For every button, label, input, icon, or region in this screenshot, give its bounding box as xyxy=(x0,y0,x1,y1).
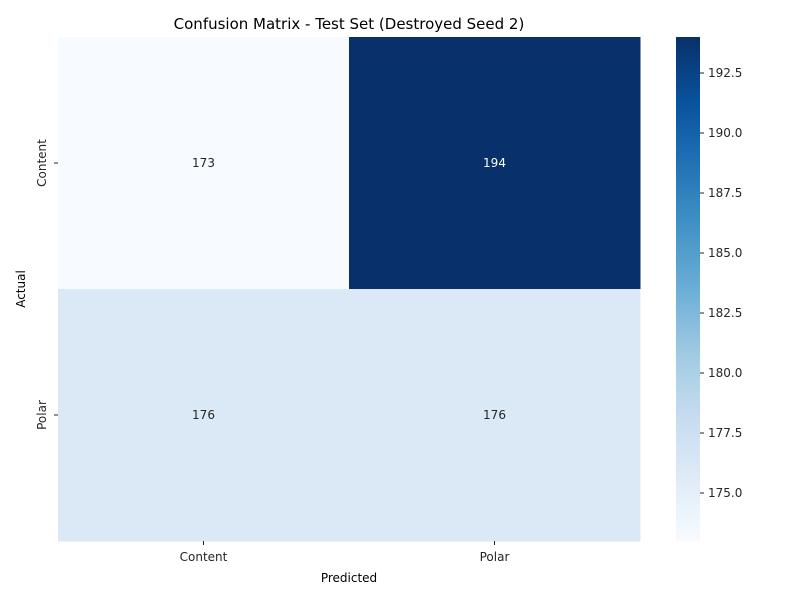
colorbar-tick-label: 182.5 xyxy=(708,306,742,320)
y-axis-label: Actual xyxy=(14,270,28,308)
colorbar-tick-label: 175.0 xyxy=(708,486,742,500)
chart-title: Confusion Matrix - Test Set (Destroyed S… xyxy=(174,15,525,33)
x-tick-label: Polar xyxy=(480,550,510,564)
heatmap-cell xyxy=(58,37,350,290)
heatmap-cell xyxy=(58,289,350,542)
y-tick-label: Polar xyxy=(35,400,49,430)
cell-value-label: 176 xyxy=(192,408,215,422)
cell-value-label: 173 xyxy=(192,156,215,170)
x-tick-label: Content xyxy=(180,550,228,564)
x-axis-ticks: Content Polar xyxy=(180,541,510,564)
colorbar-tick-label: 185.0 xyxy=(708,246,742,260)
colorbar: 175.0 177.5 180.0 182.5 185.0 187.5 190.0 192.5 xyxy=(676,37,742,541)
heatmap-cell xyxy=(349,289,641,542)
colorbar-ticks: 175.0 177.5 180.0 182.5 185.0 187.5 190.0 192.5 xyxy=(700,66,742,500)
colorbar-tick-label: 187.5 xyxy=(708,186,742,200)
colorbar-tick-label: 180.0 xyxy=(708,366,742,380)
y-tick-label: Content xyxy=(35,139,49,187)
y-axis-ticks: Content Polar xyxy=(35,139,58,430)
cell-value-label: 194 xyxy=(483,156,506,170)
x-axis-label: Predicted xyxy=(321,571,377,585)
colorbar-tick-label: 190.0 xyxy=(708,126,742,140)
colorbar-tick-label: 192.5 xyxy=(708,66,742,80)
colorbar-tick-label: 177.5 xyxy=(708,426,742,440)
colorbar-gradient xyxy=(676,37,700,541)
heatmap-cells: 173 194 176 176 xyxy=(58,37,641,542)
heatmap-cell xyxy=(349,37,641,290)
cell-value-label: 176 xyxy=(483,408,506,422)
